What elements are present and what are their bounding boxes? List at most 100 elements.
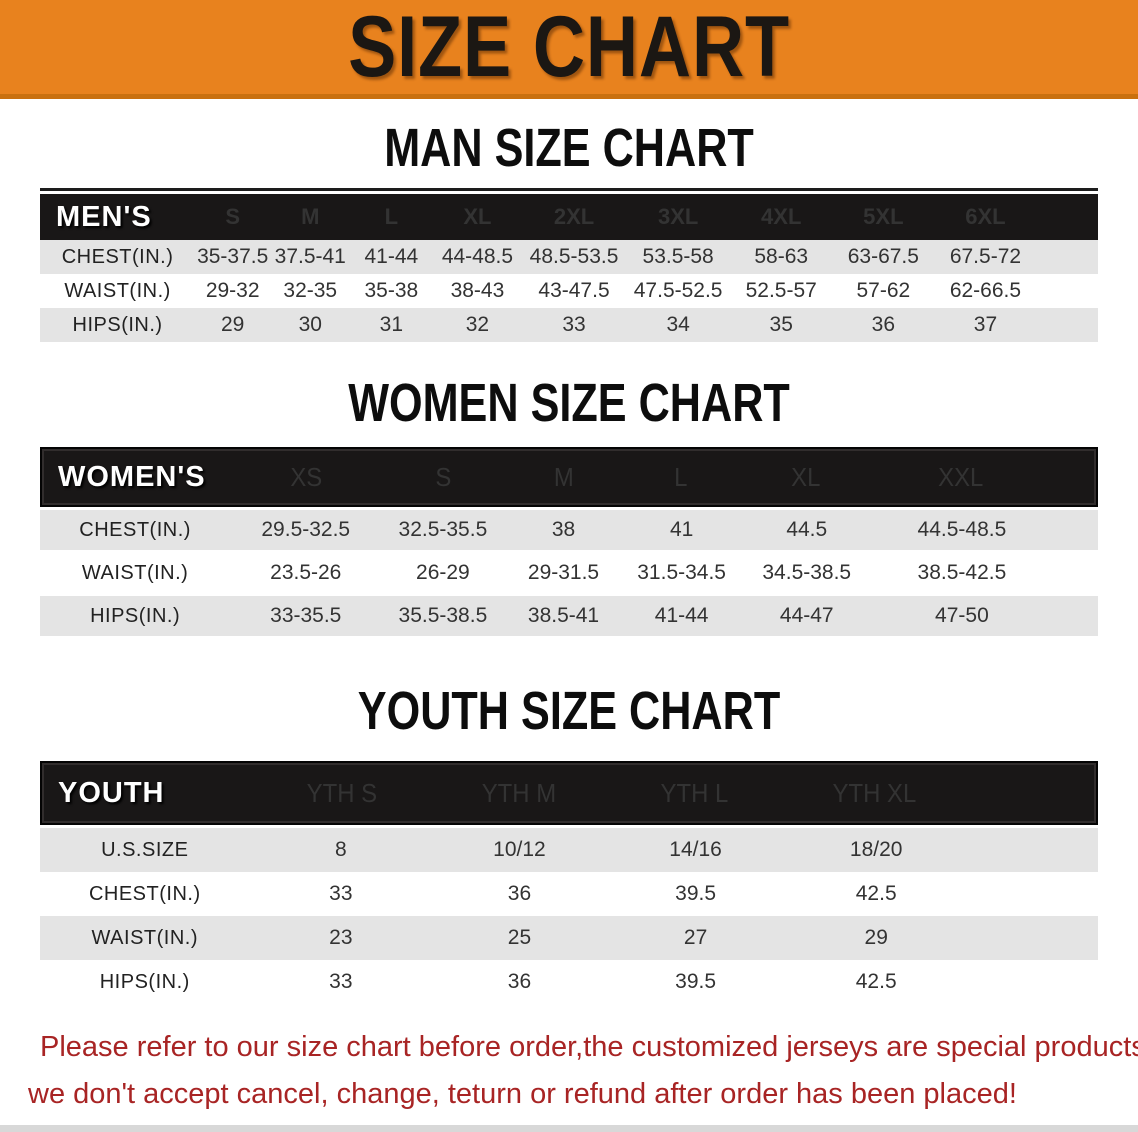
youth-size-chart-heading-text: YOUTH SIZE CHART bbox=[357, 681, 781, 741]
women-size-chart-heading: WOMEN SIZE CHART bbox=[0, 373, 1138, 433]
size-value: 42.5 bbox=[855, 882, 897, 905]
size-value: 34 bbox=[666, 313, 690, 336]
size-value: 34.5-38.5 bbox=[762, 561, 852, 584]
size-value: 36 bbox=[871, 313, 896, 336]
size-value: 25 bbox=[507, 926, 532, 949]
table-header-row: MEN'S S M L XL 2XL 3XL 4XL 5XL 6XL bbox=[40, 194, 1098, 240]
disclaimer-line-1: Please refer to our size chart before or… bbox=[40, 1031, 1138, 1063]
row-label: CHEST(IN.) bbox=[88, 882, 201, 905]
women-size-chart-heading-text: WOMEN SIZE CHART bbox=[348, 373, 790, 433]
size-value: 47-50 bbox=[935, 604, 989, 627]
size-value: 29-32 bbox=[205, 279, 260, 302]
youth-size-table: YOUTH YTH S YTH M YTH L YTH XL U.S.SIZE 8 10/12… bbox=[40, 761, 1098, 1004]
size-column-header: M bbox=[553, 461, 574, 492]
table-row: WAIST(IN.) 29-32 32-35 35-38 38-43 43-47.5 47.… bbox=[40, 274, 1098, 308]
size-value: 29 bbox=[864, 926, 888, 949]
size-value: 23 bbox=[329, 926, 353, 949]
table-row: WAIST(IN.) 23 25 27 29 bbox=[40, 916, 1098, 960]
row-label: CHEST(IN.) bbox=[61, 245, 174, 268]
size-column-header: L bbox=[674, 461, 688, 492]
mens-size-table: MEN'S S M L XL 2XL 3XL 4XL 5XL 6XL CHEST(IN.) 35-37… bbox=[40, 188, 1098, 342]
table-row: HIPS(IN.) 33 36 39.5 42.5 bbox=[40, 960, 1098, 1004]
size-value: 33 bbox=[329, 882, 353, 905]
size-value: 36 bbox=[507, 882, 532, 905]
size-column-header: YTH M bbox=[482, 777, 557, 808]
row-label: HIPS(IN.) bbox=[90, 604, 181, 627]
row-label: WAIST(IN.) bbox=[64, 279, 171, 302]
row-label: CHEST(IN.) bbox=[79, 518, 191, 541]
size-column-header: YTH L bbox=[660, 777, 729, 808]
size-column-header: YTH XL bbox=[832, 777, 917, 808]
size-column-header: L bbox=[384, 204, 399, 229]
size-value: 41 bbox=[669, 518, 694, 541]
table-header-row: YOUTH YTH S YTH M YTH L YTH XL bbox=[40, 761, 1098, 825]
size-value: 31 bbox=[379, 313, 404, 336]
row-label: U.S.SIZE bbox=[101, 838, 189, 861]
table-row: CHEST(IN.) 29.5-32.5 32.5-35.5 38 41 44.5 44.5… bbox=[40, 510, 1098, 550]
row-label: HIPS(IN.) bbox=[72, 313, 163, 336]
table-row: CHEST(IN.) 33 36 39.5 42.5 bbox=[40, 872, 1098, 916]
size-value: 44-47 bbox=[779, 604, 834, 627]
size-value: 44.5 bbox=[786, 518, 828, 541]
size-column-header: XL bbox=[463, 204, 492, 229]
table-row: HIPS(IN.) 33-35.5 35.5-38.5 38.5-41 41-44 44-… bbox=[40, 596, 1098, 636]
size-value: 37.5-41 bbox=[274, 245, 346, 268]
size-value: 35-37.5 bbox=[197, 245, 269, 268]
size-value: 44-48.5 bbox=[441, 245, 514, 268]
table-title: WOMEN'S bbox=[58, 460, 206, 493]
size-value: 39.5 bbox=[675, 882, 717, 905]
size-value: 43-47.5 bbox=[538, 279, 610, 302]
size-column-header: XS bbox=[290, 461, 323, 492]
size-value: 29 bbox=[221, 313, 245, 336]
table-title: MEN'S bbox=[56, 200, 152, 233]
disclaimer-text: Please refer to our size chart before or… bbox=[28, 1024, 1138, 1118]
size-value: 41-44 bbox=[654, 604, 709, 627]
size-value: 33 bbox=[562, 313, 586, 336]
size-value: 52.5-57 bbox=[745, 279, 817, 302]
size-value: 36 bbox=[507, 970, 532, 993]
size-value: 47.5-52.5 bbox=[633, 279, 723, 302]
size-value: 41-44 bbox=[364, 245, 419, 268]
size-value: 32 bbox=[465, 313, 490, 336]
size-value: 38-43 bbox=[450, 279, 505, 302]
table-row: U.S.SIZE 8 10/12 14/16 18/20 bbox=[40, 828, 1098, 872]
size-column-header: S bbox=[225, 204, 241, 229]
size-value: 39.5 bbox=[675, 970, 717, 993]
size-chart-banner: SIZE CHART bbox=[0, 0, 1138, 99]
size-value: 42.5 bbox=[855, 970, 897, 993]
size-value: 29-31.5 bbox=[527, 561, 600, 584]
size-column-header: XXL bbox=[937, 461, 983, 492]
table-title: YOUTH bbox=[58, 776, 165, 809]
size-value: 23.5-26 bbox=[270, 561, 342, 584]
size-value: 53.5-58 bbox=[642, 245, 714, 268]
size-value: 32-35 bbox=[283, 279, 338, 302]
size-value: 35.5-38.5 bbox=[398, 604, 488, 627]
size-column-header: YTH S bbox=[306, 777, 377, 808]
size-value: 33-35.5 bbox=[270, 604, 342, 627]
size-value: 30 bbox=[298, 313, 322, 336]
size-value: 8 bbox=[335, 838, 347, 861]
size-column-header: 5XL bbox=[863, 204, 904, 229]
table-row: CHEST(IN.) 35-37.5 37.5-41 41-44 44-48.5 48.5… bbox=[40, 240, 1098, 274]
row-label: WAIST(IN.) bbox=[91, 926, 198, 949]
table-header-row: WOMEN'S XS S M L XL XXL bbox=[40, 447, 1098, 507]
size-value: 10/12 bbox=[493, 838, 546, 861]
size-column-header: 2XL bbox=[553, 204, 595, 229]
womens-size-table: WOMEN'S XS S M L XL XXL CHEST(IN.) 29.5-32.5 32.5… bbox=[40, 447, 1098, 636]
man-size-chart-heading-text: MAN SIZE CHART bbox=[384, 118, 754, 178]
disclaimer-line-2: we don't accept cancel, change, teturn o… bbox=[28, 1078, 1017, 1110]
size-value: 38.5-42.5 bbox=[917, 561, 1007, 584]
size-value: 48.5-53.5 bbox=[529, 245, 619, 268]
size-value: 63-67.5 bbox=[847, 245, 919, 268]
size-column-header: XL bbox=[791, 461, 821, 492]
size-value: 67.5-72 bbox=[949, 245, 1022, 268]
table-row: HIPS(IN.) 29 30 31 32 33 34 35 36 37 bbox=[40, 308, 1098, 342]
size-column-header: 3XL bbox=[657, 204, 699, 229]
youth-size-chart-heading: YOUTH SIZE CHART bbox=[0, 681, 1138, 741]
size-column-header: 4XL bbox=[761, 204, 802, 229]
row-label: WAIST(IN.) bbox=[81, 561, 189, 584]
size-value: 31.5-34.5 bbox=[637, 561, 726, 584]
bottom-divider bbox=[0, 1125, 1138, 1132]
size-value: 38.5-41 bbox=[527, 604, 600, 627]
size-chart-title: SIZE CHART bbox=[348, 0, 790, 95]
